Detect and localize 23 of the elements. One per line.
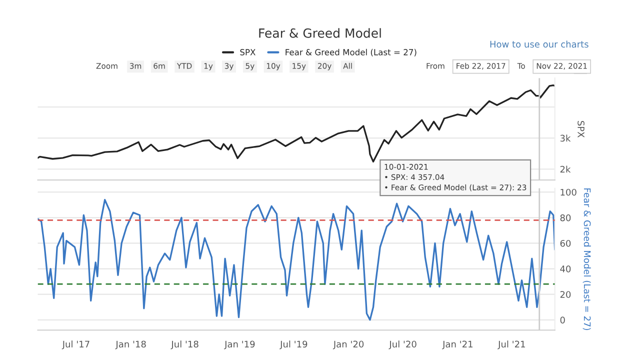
text: How to use our charts [490,40,588,48]
x-tick-label: Jul '17 [62,340,90,350]
chart-title: Fear & Greed Model [259,28,381,38]
y-tick-label: 80 [560,214,571,222]
x-tick-label: Jul '19 [280,340,308,350]
y-tick-label: 20 [560,291,571,298]
y-tick-label: 0 [560,316,565,324]
y-tick-label: 40 [560,266,571,272]
x-tick-label: Jan '19 [224,340,255,350]
x-tick-label: Jan '18 [115,340,146,350]
x-tick-label: Jul '20 [388,340,416,350]
y-axis-title: SPX [578,120,584,138]
y-tick-label: 2k [560,166,571,173]
legend-label: Fear & Greed Model (Last = 27) [286,48,416,56]
y-tick-label: 100 [560,188,576,196]
y-axis-title: Fear & Greed Model (Last = 27) [582,188,591,330]
y-tick-label: 3k [560,134,571,142]
x-tick-label: Jul '18 [170,340,198,350]
x-tick-label: Jul '21 [498,340,525,350]
x-tick-label: Jan '21 [442,340,472,350]
legend-label: SPX [240,49,256,56]
x-tick-label: Jan '20 [332,340,364,350]
y-tick-label: 60 [560,240,571,247]
